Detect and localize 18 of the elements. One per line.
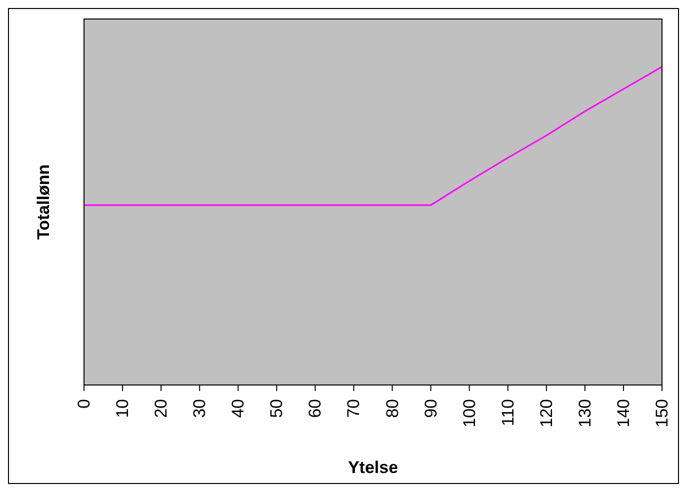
x-tick-label: 80 <box>382 399 402 418</box>
x-axis-title: Ytelse <box>348 458 398 477</box>
x-tick-label: 0 <box>74 399 94 408</box>
x-tick-label: 120 <box>536 399 556 428</box>
x-tick-label: 10 <box>113 399 132 418</box>
x-tick-label: 100 <box>460 399 479 428</box>
x-tick-label: 150 <box>652 399 672 428</box>
y-axis-title: Totallønn <box>34 164 53 240</box>
x-tick-label: 110 <box>498 399 518 426</box>
x-tick-label: 20 <box>152 399 171 418</box>
x-tick-label: 50 <box>267 399 286 418</box>
x-tick-label: 70 <box>344 399 364 418</box>
x-tick-label: 90 <box>421 399 440 418</box>
x-tick-label: 130 <box>575 399 594 428</box>
x-tick-label: 40 <box>228 399 248 418</box>
x-tick-label: 60 <box>306 399 325 418</box>
x-tick-label: 140 <box>614 399 633 428</box>
x-tick-label: 30 <box>190 399 210 418</box>
